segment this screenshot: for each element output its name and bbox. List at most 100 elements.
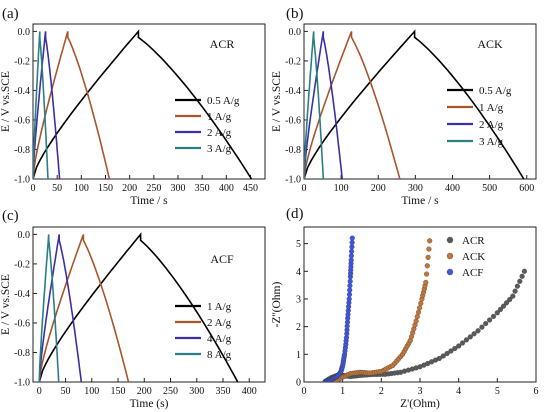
data-point-0 (436, 355, 442, 362)
legend-label: ACK (462, 251, 485, 263)
x-tick-label: 0 (31, 183, 36, 194)
data-point-0 (463, 337, 469, 343)
legend-label: 0.5 A/g (207, 95, 240, 107)
data-layer (322, 235, 527, 382)
x-tick-label: 5 (495, 386, 500, 397)
y-axis-label: E / V vs.SCE (0, 71, 12, 132)
data-point-2 (349, 244, 355, 250)
y-tick-label: -0.2 (14, 56, 30, 67)
legend-label: ACF (462, 267, 483, 279)
sample-title: ACF (210, 252, 234, 266)
series-line-3 (33, 31, 49, 179)
legend-marker (446, 236, 454, 244)
data-point-0 (471, 331, 477, 337)
data-point-0 (497, 306, 503, 313)
y-tick-label: 2 (296, 322, 301, 333)
legend-label: 2 A/g (207, 127, 232, 139)
plot-frame (32, 23, 266, 180)
panel-d: 0 1 2 3 4 5 6 0 1 2 3 4 5 Z'(Ohm) -Z''(Ohm) (d) ACR ACK AC… (271, 206, 539, 410)
panel-c: 0 50 100 150 200 250 300 350 400 0.0 -0.2 -0.4 -0.6 -… (0, 208, 266, 410)
legend-label: 1 A/g (207, 111, 232, 123)
legend-label: 3 A/g (479, 136, 504, 148)
y-axis-label: E / V vs.SCE (0, 274, 12, 335)
x-tick-label: 0 (302, 386, 307, 397)
data-point-0 (479, 324, 485, 330)
y-tick-label: -1.0 (14, 175, 30, 186)
data-point-2 (349, 239, 355, 246)
y-tick-label: 3 (296, 294, 301, 305)
x-tick-label: 2 (379, 386, 384, 397)
data-point-0 (517, 278, 523, 284)
data-layer (33, 29, 253, 179)
y-tick-label: -0.4 (285, 86, 301, 97)
x-tick-label: 400 (445, 183, 460, 194)
data-point-1 (413, 318, 419, 324)
plot-frame (32, 226, 266, 383)
series-line-2 (38, 234, 83, 382)
data-point-0 (456, 343, 462, 349)
data-point-0 (448, 348, 454, 354)
x-tick-label: 100 (334, 183, 349, 194)
x-tick-label: 350 (216, 386, 231, 397)
x-tick-label: 0 (302, 183, 307, 194)
data-point-1 (415, 309, 422, 315)
y-axis-label: -Z''(Ohm) (271, 282, 283, 328)
x-tick-label: 0 (37, 386, 42, 397)
x-tick-label: 50 (52, 183, 62, 194)
x-axis-label: Z'(Ohm) (400, 398, 440, 410)
x-tick-label: 400 (219, 183, 234, 194)
panel-label: (c) (2, 208, 19, 224)
series-line-2 (304, 31, 343, 179)
data-point-0 (504, 300, 510, 306)
x-tick-label: 500 (482, 183, 497, 194)
panel-a: 0 50 100 150 200 250 300 350 400 450 0.0 -0.2 -0.4 -0… (0, 6, 266, 207)
y-tick-label: 0.0 (18, 27, 31, 38)
plot-frame (303, 23, 537, 180)
panel-label: (a) (2, 6, 19, 22)
y-tick-label: 0.0 (18, 230, 31, 241)
data-point-2 (346, 296, 352, 302)
y-tick-label: -1.0 (14, 378, 30, 389)
data-point-2 (348, 257, 354, 263)
legend-label: 4 A/g (207, 333, 232, 345)
data-point-0 (440, 353, 446, 359)
panel-label: (d) (286, 206, 304, 222)
data-point-0 (494, 310, 500, 316)
y-tick-label: -0.6 (14, 318, 30, 329)
series-line-1 (38, 234, 130, 382)
x-tick-label: 250 (163, 386, 178, 397)
data-point-1 (414, 314, 420, 320)
legend-label: 2 A/g (207, 317, 232, 329)
x-tick-label: 300 (171, 183, 186, 194)
sample-title: ACR (210, 37, 235, 51)
data-point-2 (346, 291, 353, 298)
x-tick-label: 150 (111, 386, 126, 397)
x-tick-label: 200 (122, 183, 137, 194)
legend-label: 3 A/g (207, 143, 232, 155)
y-tick-label: 5 (296, 239, 301, 250)
data-point-0 (500, 303, 507, 309)
data-point-2 (347, 278, 353, 284)
legend-label: ACR (462, 235, 485, 247)
x-tick-label: 400 (242, 386, 257, 397)
data-layer (38, 232, 239, 382)
x-tick-label: 250 (146, 183, 161, 194)
x-tick-label: 600 (519, 183, 534, 194)
y-tick-label: -0.4 (14, 289, 30, 300)
data-point-1 (424, 263, 430, 269)
panel-b: 0 100 200 300 400 500 600 0.0 -0.2 -0.4 -0.6 -0.8 -1… (271, 6, 537, 207)
legend-label: 2 A/g (479, 119, 504, 131)
series-line-3 (38, 234, 60, 382)
data-point-0 (490, 313, 497, 319)
y-tick-label: -0.6 (14, 115, 30, 126)
data-point-0 (459, 340, 466, 346)
x-tick-label: 4 (456, 386, 461, 397)
y-tick-label: -0.8 (14, 145, 30, 156)
y-tick-label: 0.0 (289, 27, 302, 38)
x-axis-label: Time (s) (130, 398, 169, 410)
x-tick-label: 450 (243, 183, 258, 194)
data-point-0 (510, 293, 516, 299)
data-point-0 (514, 283, 520, 289)
data-point-2 (349, 248, 355, 254)
